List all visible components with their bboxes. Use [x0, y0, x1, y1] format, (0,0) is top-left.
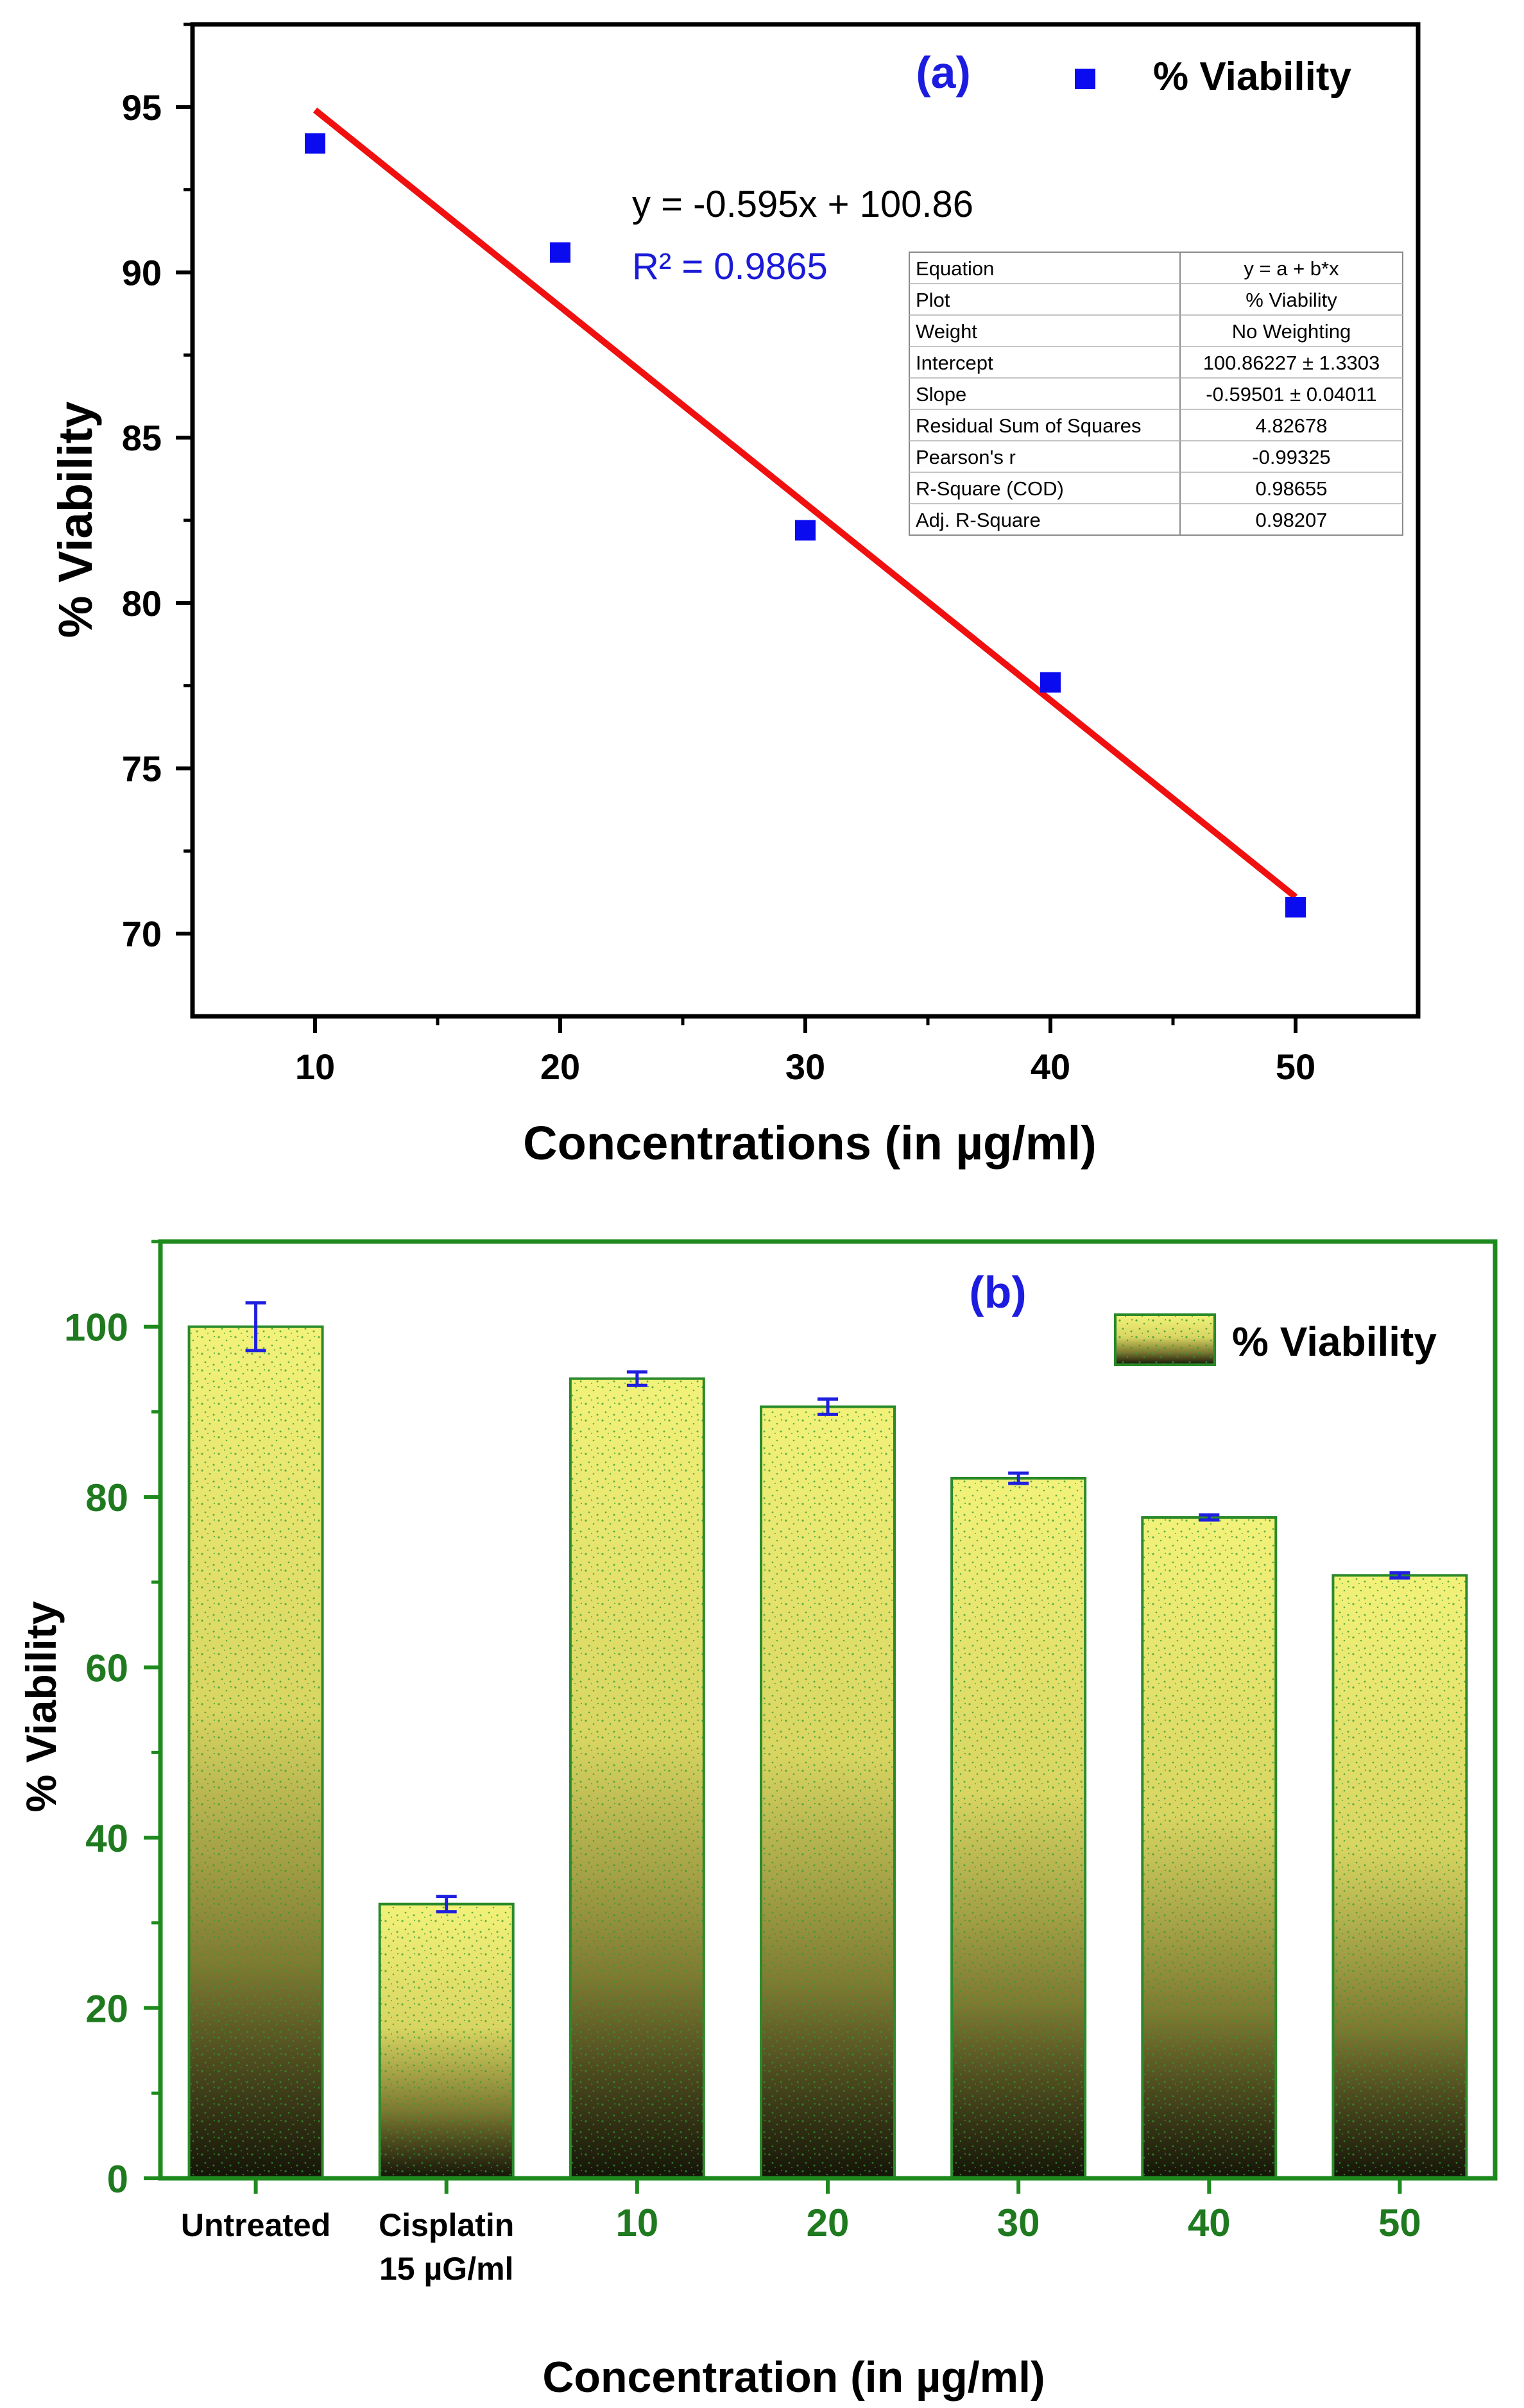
panel-b-x-tick-label: 20: [807, 2201, 850, 2244]
panel-a-x-axis-label: Concentrations (in µg/ml): [523, 1116, 1097, 1170]
panel-a-x-tick-label: 10: [295, 1046, 335, 1087]
panel-a-legend: % Viability: [1075, 55, 1351, 99]
panel-a-fit-table-value: % Viability: [1246, 289, 1337, 311]
panel-a-fit-table-value: 4.82678: [1255, 414, 1327, 437]
panel-a-fit-line: [313, 107, 1298, 900]
panel-a-fit-table-key: Adj. R-Square: [916, 509, 1041, 531]
panel-b-x-tick-label: Cisplatin: [379, 2207, 514, 2243]
panel-b-x-tick-label-line2: 15 µG/ml: [379, 2251, 513, 2287]
panel-b-y-tick-label: 60: [85, 1647, 128, 1690]
panel-b-legend-label: % Viability: [1232, 1319, 1437, 1365]
panel-b-x-tick-label: 40: [1188, 2201, 1231, 2244]
panel-a-data-point: [1040, 672, 1061, 693]
panel-b-x-tick-label: Untreated: [181, 2207, 330, 2243]
panel-a-x-tick-label: 30: [785, 1046, 825, 1087]
panel-a-y-tick-label: 80: [122, 583, 162, 624]
panel-a-y-tick-label: 95: [122, 87, 162, 128]
panel-a-r-squared: R² = 0.9865: [632, 246, 828, 287]
panel-b-y-tick-label: 100: [64, 1306, 128, 1349]
panel-a-data-points: [305, 133, 1306, 918]
panel-b-bar-texture: [379, 1904, 513, 2178]
panel-a-fit-table-key: Weight: [916, 320, 977, 343]
panel-a-y-axis-label: % Viability: [49, 402, 102, 638]
panel-a-fit-table-value: -0.99325: [1252, 446, 1330, 468]
panel-a-fit-line-group: [313, 107, 1298, 900]
panel-a-x-tick-label: 50: [1276, 1046, 1315, 1087]
panel-b-y-axis-label: % Viability: [17, 1601, 65, 1812]
panel-a-fit-table-key: R-Square (COD): [916, 477, 1064, 500]
panel-a-data-point: [795, 520, 816, 541]
panel-b-x-axis-label: Concentration (in µg/ml): [542, 2353, 1045, 2402]
panel-b-bar-texture: [570, 1378, 704, 2178]
panel-b-bar-texture: [1142, 1517, 1276, 2178]
panel-a-x-tick-label: 40: [1031, 1046, 1070, 1087]
panel-b-bar-texture: [761, 1406, 895, 2178]
panel-a-label: (a): [916, 47, 971, 98]
panel-b-y-tick-label: 20: [85, 1988, 128, 2031]
panel-a-fit-table-key: Equation: [916, 257, 994, 280]
panel-a-y-tick-label: 70: [122, 914, 162, 954]
panel-a-data-point: [550, 242, 570, 263]
panel-a-y-tick-label: 85: [122, 418, 162, 458]
panel-b-bar-texture: [189, 1326, 323, 2178]
panel-a-fit-table-key: Pearson's r: [916, 446, 1016, 468]
panel-a-fit-table-value: -0.59501 ± 0.04011: [1206, 383, 1376, 406]
panel-a-y-tick-label: 75: [122, 749, 162, 789]
panel-a-equation: y = -0.595x + 100.86: [632, 184, 973, 225]
panel-a-fit-table-value: No Weighting: [1232, 320, 1351, 343]
panel-a-fit-table-key: Residual Sum of Squares: [916, 414, 1142, 437]
panel-b-bar-texture: [952, 1478, 1086, 2178]
panel-b-x-tick-label: 50: [1378, 2201, 1421, 2244]
panel-a-fit-table-key: Plot: [916, 289, 950, 311]
panel-b-y-tick-label: 80: [85, 1476, 128, 1519]
panel-b-y-tick-label: 0: [107, 2158, 128, 2201]
panel-a-fit-table-value: 100.86227 ± 1.3303: [1203, 352, 1380, 374]
panel-a-fit-table-key: Slope: [916, 383, 966, 406]
panel-a-fit-table-value: y = a + b*x: [1244, 257, 1339, 280]
panel-a-axis-ticks: 10 20 30 40 50 70 75 80 85 90 95: [122, 22, 1315, 1087]
panel-b-axis-ticks: Untreated Cisplatin 15 µG/ml 10 20 30 40 50 0 20 4…: [64, 1240, 1421, 2287]
panel-a-fit-table-frame: [909, 252, 1403, 536]
panel-a-x-tick-label: 20: [540, 1046, 580, 1087]
panel-a-data-point: [1285, 896, 1306, 918]
panel-b-bar-chart: Untreated Cisplatin 15 µG/ml 10 20 30 40 50 0 20 4…: [17, 1239, 1498, 2402]
panel-a-data-point: [305, 133, 325, 154]
panel-b-y-tick-label: 40: [85, 1817, 128, 1860]
panel-b-x-tick-label: 30: [997, 2201, 1040, 2244]
panel-a-scatter-chart: 10 20 30 40 50 70 75 80 85 90 95 (a) % Viability y…: [49, 22, 1421, 1170]
panel-b-bar-texture: [1333, 1575, 1467, 2178]
panel-a-legend-label: % Viability: [1153, 55, 1351, 99]
panel-a-y-tick-label: 90: [122, 253, 162, 293]
panel-b-bars: [187, 1301, 1468, 2180]
panel-b-legend-swatch-texture: [1115, 1315, 1215, 1365]
panel-a-fit-table-key: Intercept: [916, 352, 993, 374]
panel-a-legend-marker: [1075, 69, 1095, 89]
panel-b-legend: % Viability: [1114, 1313, 1437, 1366]
panel-b-x-tick-label: 10: [615, 2201, 658, 2244]
panel-a-fit-table-value: 0.98207: [1255, 509, 1327, 531]
panel-b-label: (b): [969, 1267, 1026, 1317]
panel-a-fit-table: Equation y = a + b*x Plot % Viability Weight…: [909, 252, 1403, 536]
panel-a-fit-table-value: 0.98655: [1255, 477, 1327, 500]
